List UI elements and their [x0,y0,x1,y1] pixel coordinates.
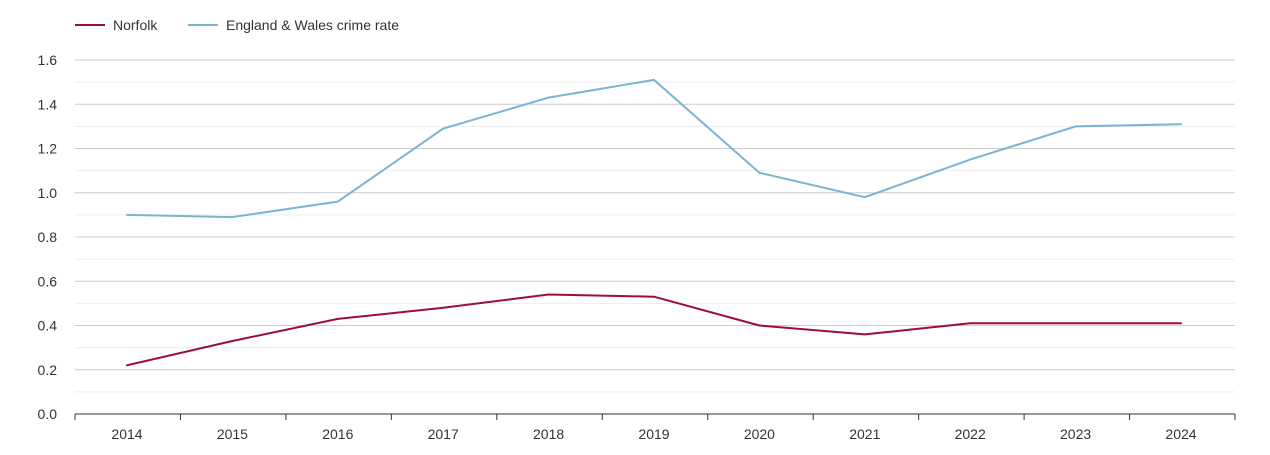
x-tick-label: 2023 [1060,426,1091,442]
x-tick-label: 2018 [533,426,564,442]
x-axis: 2014 2015 2016 2017 2018 2019 2020 2021 2022 2023… [74,413,1236,442]
legend-label: England & Wales crime rate [226,17,399,33]
series-lines [126,78,1182,367]
legend: Norfolk England & Wales crime rate [75,17,399,33]
y-tick-label: 1.0 [38,185,58,201]
x-tick-label: 2016 [322,426,353,442]
x-tick-label: 2015 [217,426,248,442]
y-tick-label: 1.2 [38,141,58,157]
y-tick-label: 1.6 [38,52,58,68]
series-line-england-wales-crime-rate [126,78,1182,219]
x-tick-label: 2017 [428,426,459,442]
x-tick-label: 2014 [111,426,142,442]
x-tick-label: 2022 [955,426,986,442]
y-tick-label: 0.4 [38,318,58,334]
x-tick-label: 2024 [1165,426,1196,442]
gridlines [75,59,1235,393]
y-tick-label: 0.0 [38,406,58,422]
y-tick-label: 0.8 [38,229,58,245]
series-line-norfolk [126,293,1182,367]
y-axis: 0.0 0.2 0.4 0.6 0.8 1.0 1.2 1.4 1.6 [38,52,58,422]
y-tick-label: 0.2 [38,362,58,378]
x-tick-label: 2019 [638,426,669,442]
legend-label: Norfolk [113,17,158,33]
y-tick-label: 1.4 [38,96,58,112]
x-tick-label: 2020 [744,426,775,442]
y-tick-label: 0.6 [38,273,58,289]
x-tick-label: 2021 [849,426,880,442]
